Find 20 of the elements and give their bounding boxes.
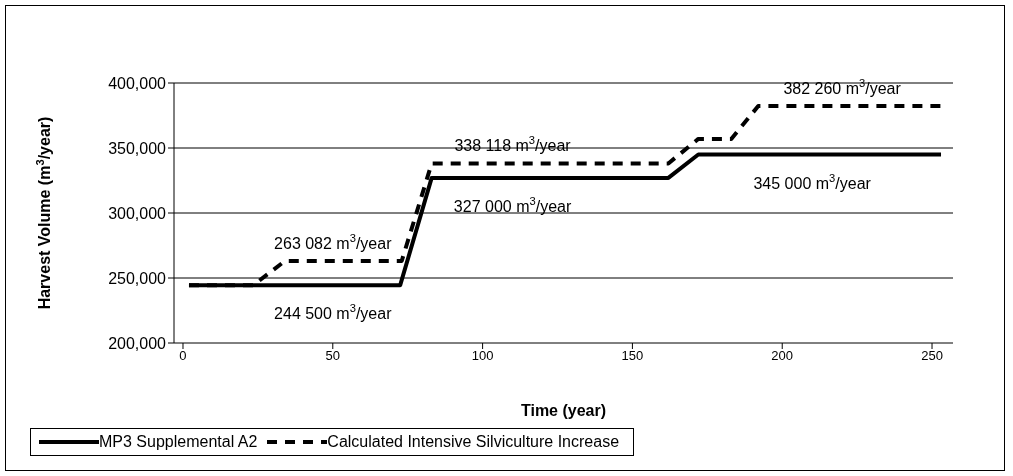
annotation: 382 260 m$^{3}$/year	[783, 77, 902, 98]
x-tick-label: 150	[621, 348, 644, 364]
annotation: 327 000 m$^{3}$/year	[453, 194, 572, 216]
y-tick-label: 350,000	[108, 139, 167, 157]
y-tick-label: 400,000	[108, 74, 167, 92]
annotation: 345 000 m$^{3}$/year	[753, 171, 872, 192]
x-tick-label: 100	[471, 348, 494, 364]
legend-label: MP3 Supplemental A2	[99, 433, 258, 451]
x-tick-label: 50	[325, 348, 341, 364]
annotation: 263 082 m$^{3}$/year	[274, 231, 393, 253]
annotation: 338 118 m$^{3}$/year	[454, 134, 572, 155]
annotation: 244 500 m$^{3}$/year	[274, 302, 393, 323]
y-tick-label: 200,000	[108, 334, 167, 352]
x-tick-label: 250	[921, 348, 943, 364]
y-tick-label: 300,000	[108, 204, 167, 222]
x-tick-label: 0	[179, 348, 187, 364]
x-axis-title: Time (year)	[520, 402, 607, 419]
y-tick-label: 250,000	[108, 269, 167, 287]
x-tick-label: 200	[771, 348, 794, 364]
legend-label: Calculated Intensive Silviculture Increase	[327, 433, 620, 451]
